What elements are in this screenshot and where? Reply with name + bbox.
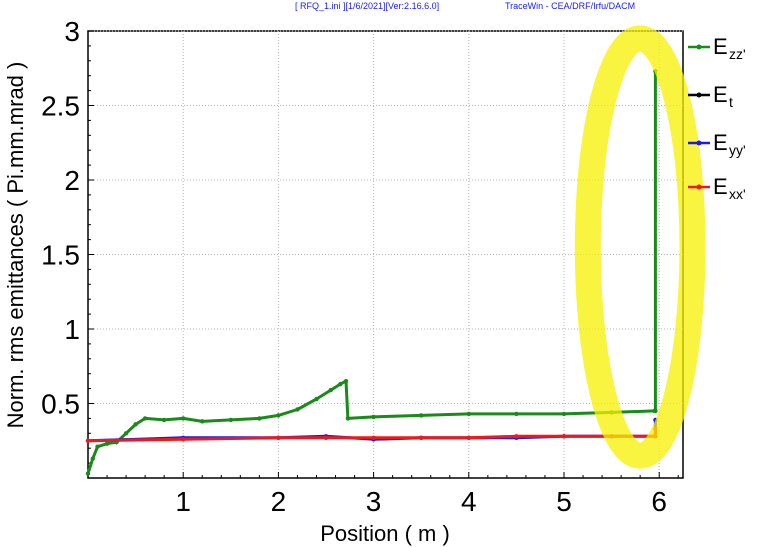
series-line-e-zz- bbox=[86, 71, 657, 474]
x-axis-title: Position ( m ) bbox=[320, 521, 450, 546]
y-tick-label: 1 bbox=[64, 314, 80, 345]
legend-marker-e-xx- bbox=[696, 184, 702, 190]
legend-sub-e-zz-: zz' bbox=[729, 46, 746, 62]
data-point-e-xx- bbox=[561, 434, 567, 439]
data-point-e-zz- bbox=[653, 408, 658, 414]
data-point-e-zz- bbox=[343, 378, 349, 384]
y-axis-title: Norm. rms emittances ( Pi.mm.mrad ) bbox=[3, 62, 28, 429]
data-point-e-zz- bbox=[95, 444, 100, 449]
data-point-e-zz- bbox=[466, 411, 471, 417]
legend-sub-e-xx-: xx' bbox=[729, 186, 746, 202]
legend-sub-e-yy-: yy' bbox=[729, 142, 746, 158]
data-point-e-zz- bbox=[142, 416, 148, 421]
legend-marker-e-yy- bbox=[696, 140, 702, 146]
data-point-e-zz- bbox=[276, 413, 281, 418]
axis-ticks: 1 2 3 4 5 6 0.5 1 1.5 2 2.5 3 bbox=[41, 16, 679, 517]
data-point-e-zz- bbox=[514, 411, 519, 417]
legend-label-e-yy-: E bbox=[713, 130, 728, 155]
y-tick-label: 1.5 bbox=[41, 240, 80, 271]
data-point-e-xx- bbox=[85, 438, 91, 443]
data-point-e-zz- bbox=[228, 417, 233, 423]
legend-marker-e-zz- bbox=[696, 44, 702, 50]
y-tick-label: 3 bbox=[64, 16, 80, 47]
header-app-info: TraceWin - CEA/DRF/Irfu/DACM bbox=[505, 1, 635, 11]
data-point-e-xx- bbox=[276, 435, 281, 440]
data-point-e-xx- bbox=[181, 437, 186, 442]
legend-label-e-t: E bbox=[713, 82, 728, 107]
x-tick-label: 2 bbox=[271, 486, 287, 517]
highlight-ellipse bbox=[574, 25, 706, 469]
series-line-e-xx- bbox=[87, 428, 657, 443]
data-point-e-zz- bbox=[561, 411, 567, 417]
data-point-e-zz- bbox=[104, 441, 110, 446]
data-point-e-zz- bbox=[338, 381, 343, 387]
legend-sub-e-t: t bbox=[729, 94, 733, 110]
data-point-e-xx- bbox=[466, 435, 471, 440]
data-point-e-zz- bbox=[328, 387, 333, 393]
data-point-e-xx- bbox=[371, 435, 376, 440]
data-point-e-zz- bbox=[295, 407, 300, 412]
y-tick-label: 0.5 bbox=[41, 389, 80, 420]
data-point-e-zz- bbox=[371, 414, 376, 420]
x-tick-label: 5 bbox=[556, 486, 572, 517]
data-point-e-zz- bbox=[257, 416, 262, 421]
x-tick-label: 1 bbox=[175, 486, 191, 517]
y-tick-label: 2.5 bbox=[41, 91, 80, 122]
x-tick-label: 4 bbox=[461, 486, 477, 517]
data-point-e-xx- bbox=[514, 434, 519, 439]
data-point-e-zz- bbox=[85, 471, 91, 476]
legend-marker-e-t bbox=[696, 92, 702, 98]
data-point-e-zz- bbox=[90, 456, 95, 461]
legend-label-e-xx-: E bbox=[713, 174, 728, 199]
legend-label-e-zz-: E bbox=[713, 34, 728, 59]
data-point-e-zz- bbox=[419, 413, 424, 418]
highlight-annotation bbox=[574, 25, 706, 469]
x-tick-label: 6 bbox=[651, 486, 667, 517]
data-point-e-zz- bbox=[181, 416, 186, 421]
y-tick-label: 2 bbox=[64, 165, 80, 196]
data-point-e-xx- bbox=[323, 435, 329, 440]
header-file-info: [ RFQ_1.ini ][1/6/2021][Ver:2.16.6.0] bbox=[295, 1, 439, 11]
data-point-e-zz- bbox=[314, 396, 319, 402]
series-lines bbox=[85, 69, 658, 476]
data-point-e-zz- bbox=[200, 419, 205, 424]
data-point-e-zz- bbox=[123, 431, 129, 436]
data-point-e-zz- bbox=[161, 417, 167, 423]
data-point-e-zz- bbox=[133, 422, 138, 427]
data-point-e-xx- bbox=[419, 435, 424, 440]
x-tick-label: 3 bbox=[366, 486, 382, 517]
data-point-e-zz- bbox=[345, 416, 351, 421]
